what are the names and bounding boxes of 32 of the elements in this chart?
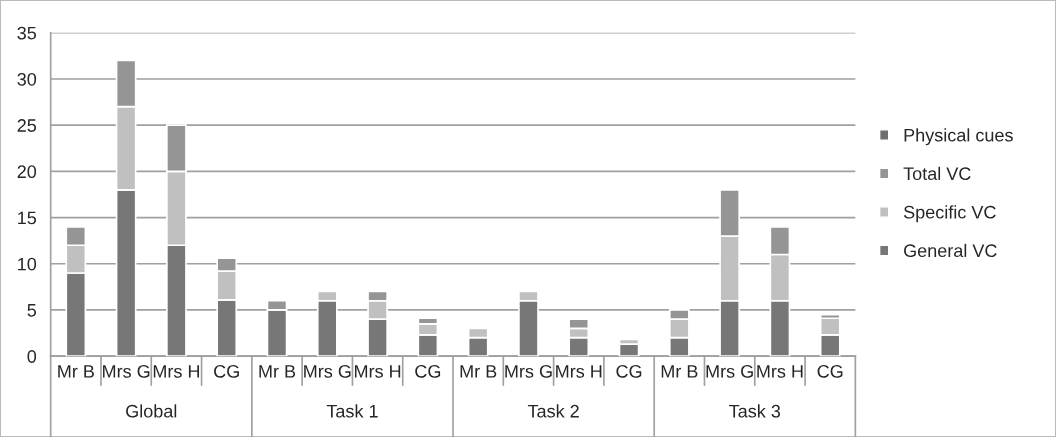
x-tick-label: Mrs H [556, 365, 602, 378]
y-tick-label: 20 [17, 165, 37, 179]
text: Task 2 [527, 404, 579, 418]
x-tick-label: Mrs G [706, 364, 753, 378]
x-tick-label: Mrs H [757, 365, 803, 378]
text: Task 1 [326, 404, 378, 418]
x-tick-label: CG [415, 364, 441, 378]
x-tick-label: Mrs G [304, 364, 351, 378]
x-tick-label: Mr B [259, 365, 296, 378]
x-tick-label: Mr B [460, 365, 497, 378]
x-tick-label: Mrs H [153, 365, 200, 378]
y-tick-label: 35 [17, 26, 37, 40]
x-tick-label: Mrs G [103, 364, 150, 378]
legend-label: General VC [904, 243, 997, 258]
text: Global [126, 404, 177, 418]
x-tick-label: Mrs G [505, 364, 552, 378]
legend-label: Total VC [903, 166, 971, 181]
x-tick-label: CG [616, 364, 642, 378]
x-tick-label: Mr B [661, 365, 698, 378]
y-tick-label: 25 [17, 119, 37, 132]
x-tick-label: CG [817, 364, 843, 378]
legend-label: Specific VC [903, 205, 996, 223]
legend-label: Physical cues [904, 128, 1013, 146]
text: Task 3 [729, 404, 781, 418]
y-tick-label: 30 [17, 72, 37, 86]
y-tick-label: 5 [27, 304, 37, 317]
y-tick-label: 15 [18, 211, 37, 225]
y-tick-label: 10 [18, 257, 37, 271]
x-tick-label: Mrs H [355, 365, 401, 378]
x-tick-label: Mr B [58, 365, 94, 378]
y-tick-label: 0 [27, 350, 37, 363]
x-tick-label: CG [214, 364, 239, 378]
